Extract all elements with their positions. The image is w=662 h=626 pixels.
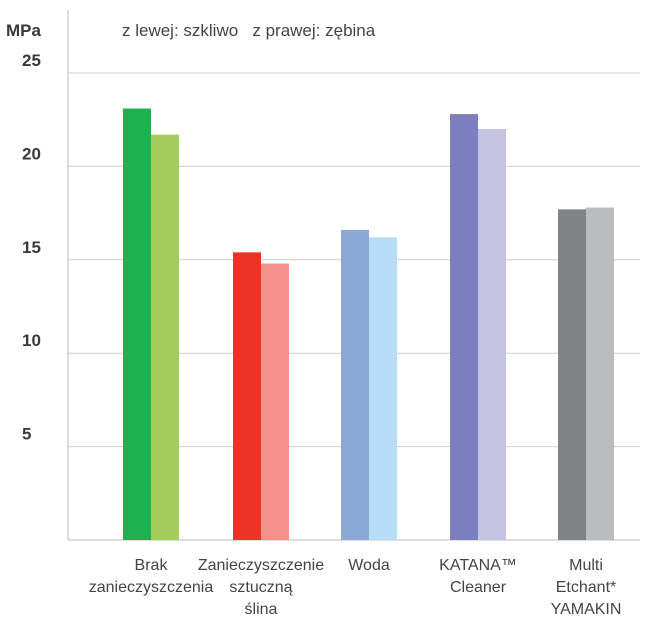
chart-subtitle: z lewej: szkliwo z prawej: zębina: [122, 21, 376, 40]
bar-szkliwo-1: [123, 108, 151, 540]
bar-zębina-3: [369, 237, 397, 540]
x-tick-label: Woda: [348, 557, 390, 574]
x-tick-label: Brak zanieczyszczenia: [89, 557, 214, 596]
bar-szkliwo-3: [341, 229, 369, 541]
bars: [123, 108, 614, 541]
y-tick-label: 5: [22, 425, 31, 444]
bar-zębina-2: [261, 263, 289, 540]
x-tick-label: Zanieczyszczenie sztuczną ślina: [198, 557, 324, 618]
y-tick-label: 25: [22, 51, 41, 70]
bar-zębina-1: [151, 134, 179, 541]
y-tick-label: 20: [22, 144, 41, 163]
bar-szkliwo-2: [233, 252, 261, 540]
x-tick-label: KATANA™ Cleaner: [439, 557, 517, 596]
y-axis-label: MPa: [6, 21, 42, 40]
y-tick-labels: 5 10 15 20 25: [22, 51, 41, 444]
y-tick-label: 10: [22, 331, 41, 350]
bar-zębina-4: [478, 129, 506, 541]
x-tick-label: Multi Etchant* YAMAKIN: [551, 557, 622, 618]
bar-zębina-5: [586, 207, 614, 540]
y-tick-label: 15: [22, 238, 41, 257]
bar-szkliwo-4: [450, 114, 478, 540]
bar-szkliwo-5: [558, 209, 586, 540]
